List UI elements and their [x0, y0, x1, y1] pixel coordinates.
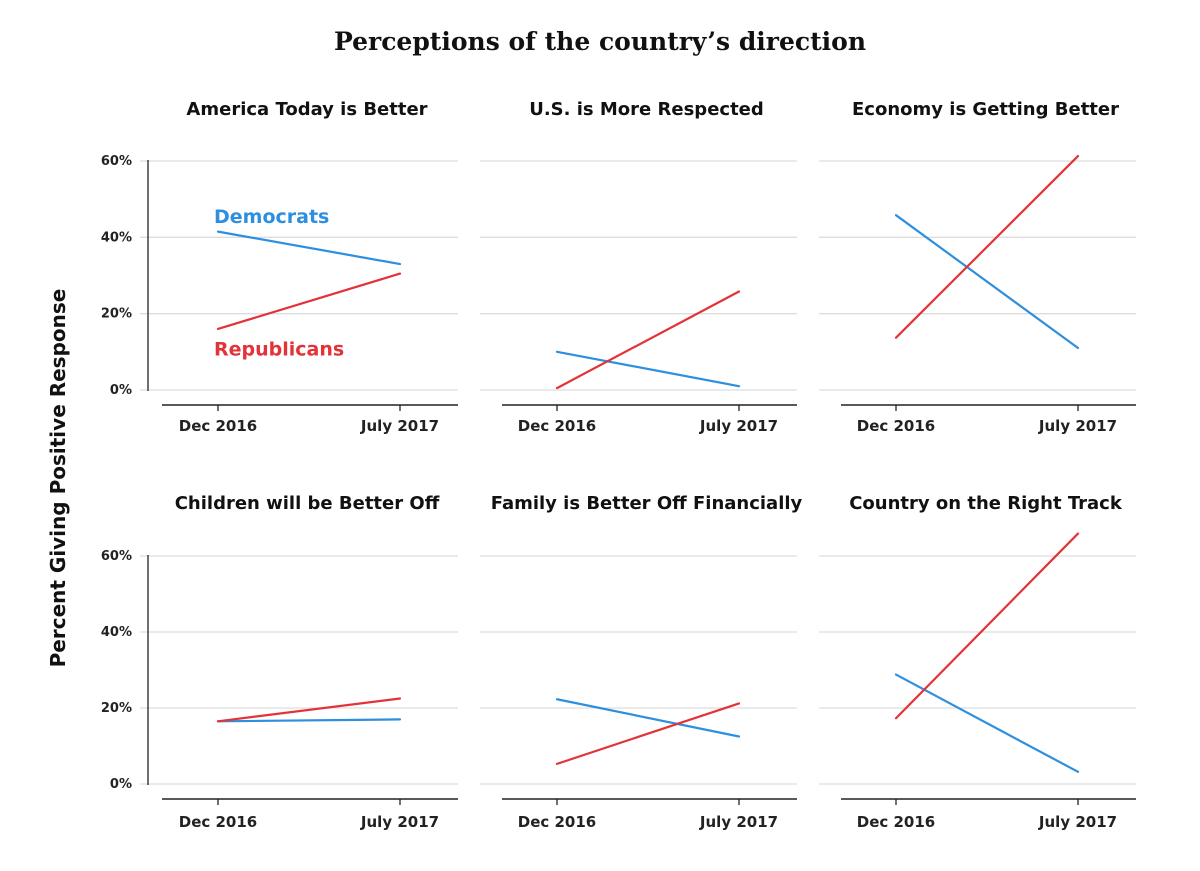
democrats-series-line — [216, 718, 402, 723]
x-tick-label: Dec 2016 — [179, 813, 258, 831]
democrats-series-line — [555, 350, 741, 388]
chart-panel-6: Dec 2016 July 2017 Country on the Right Tr… — [819, 493, 1136, 831]
chart-panel-5: Dec 2016 July 2017 Family is Better Off Fi… — [480, 493, 803, 831]
republicans-series-line — [555, 290, 741, 390]
chart-panel-1: 0% 20% 40% 60% Dec 2016 July 2017 America Toda… — [101, 99, 458, 435]
x-tick-label: Dec 2016 — [179, 417, 258, 435]
panel-title: Family is Better Off Financially — [491, 493, 803, 514]
x-tick-label: July 2017 — [1038, 417, 1117, 435]
democrats-series-line — [555, 698, 741, 738]
republicans-series-line — [216, 272, 402, 331]
chart-panel-4: 0% 20% 40% 60% Dec 2016 July 2017 Children wil… — [101, 493, 458, 831]
y-tick-label: 20% — [101, 701, 132, 716]
x-tick-label: July 2017 — [360, 417, 439, 435]
y-tick-label: 40% — [101, 625, 132, 640]
panel-title: Country on the Right Track — [849, 493, 1123, 514]
y-tick-label: 60% — [101, 549, 132, 564]
republicans-series-line — [216, 697, 402, 723]
panel-title: America Today is Better — [186, 99, 427, 120]
x-tick-label: Dec 2016 — [518, 813, 597, 831]
x-tick-label: July 2017 — [360, 813, 439, 831]
panel-title: U.S. is More Respected — [529, 99, 764, 120]
chart-panel-2: Dec 2016 July 2017 U.S. is More Respected — [480, 99, 797, 435]
y-tick-label: 20% — [101, 307, 132, 322]
y-tick-label: 60% — [101, 154, 132, 169]
x-tick-label: July 2017 — [699, 417, 778, 435]
panel-title: Children will be Better Off — [175, 493, 440, 514]
chart-title: Perceptions of the country’s direction — [333, 27, 867, 56]
x-tick-label: Dec 2016 — [857, 417, 936, 435]
republicans-label: Republicans — [214, 339, 344, 361]
democrats-series-line — [894, 214, 1080, 350]
y-tick-label: 40% — [101, 230, 132, 245]
x-tick-label: Dec 2016 — [857, 813, 936, 831]
democrats-series-line — [216, 230, 402, 266]
x-tick-label: July 2017 — [699, 813, 778, 831]
democrats-label: Democrats — [214, 206, 329, 228]
chart-panel-3: Dec 2016 July 2017 Economy is Getting Bett… — [819, 99, 1136, 435]
republicans-series-line — [894, 532, 1080, 720]
panel-title: Economy is Getting Better — [852, 99, 1119, 120]
democrats-series-line — [894, 673, 1080, 773]
republicans-series-line — [555, 702, 741, 765]
y-tick-label: 0% — [110, 777, 132, 792]
x-tick-label: Dec 2016 — [518, 417, 597, 435]
x-tick-label: July 2017 — [1038, 813, 1117, 831]
republicans-series-line — [894, 154, 1080, 339]
y-tick-label: 0% — [110, 383, 132, 398]
